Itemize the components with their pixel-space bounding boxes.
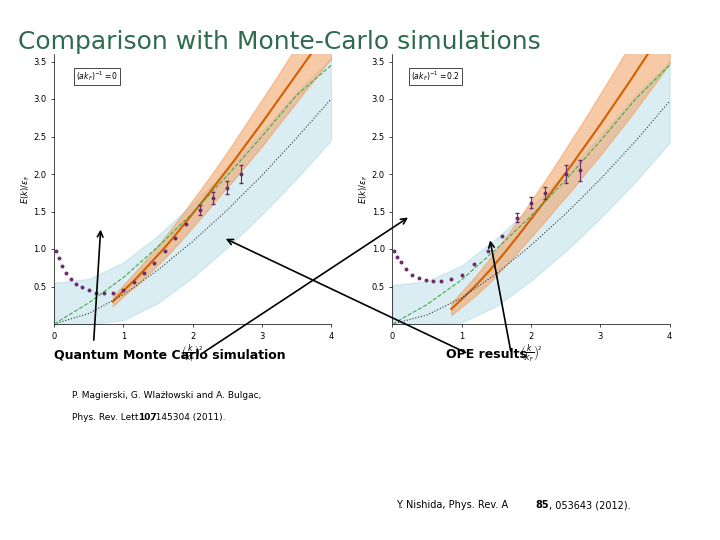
Text: Quantum Monte Carlo simulation: Quantum Monte Carlo simulation [54, 348, 286, 361]
Point [469, 260, 480, 268]
Point [496, 231, 508, 240]
Point [53, 254, 65, 262]
Text: Phys. Rev. Lett.: Phys. Rev. Lett. [72, 413, 144, 422]
Point [107, 288, 119, 297]
Point [83, 286, 94, 295]
Point [574, 166, 585, 174]
Text: 85: 85 [536, 500, 549, 510]
Point [149, 258, 161, 267]
Point [427, 277, 438, 286]
Point [406, 270, 418, 279]
Point [90, 288, 102, 297]
Point [169, 233, 181, 242]
Point [76, 283, 88, 292]
Point [395, 258, 407, 266]
Point [180, 220, 192, 228]
Point [526, 198, 537, 207]
Point [222, 183, 233, 192]
Point [207, 194, 219, 202]
Point [435, 277, 446, 286]
Text: $(ak_F)^{-1}=0$: $(ak_F)^{-1}=0$ [76, 70, 118, 84]
Text: $(ak_F)^{-1}=0.2$: $(ak_F)^{-1}=0.2$ [411, 70, 460, 84]
Point [128, 278, 140, 286]
Y-axis label: $E(k)/\varepsilon_{\rm F}$: $E(k)/\varepsilon_{\rm F}$ [19, 174, 32, 204]
Point [159, 246, 171, 255]
Point [194, 206, 205, 214]
Point [71, 279, 82, 288]
Text: P. Magierski, G. Wlażłowski and A. Bulgac,: P. Magierski, G. Wlażłowski and A. Bulga… [72, 392, 261, 401]
Point [235, 170, 247, 178]
Text: , 145304 (2011).: , 145304 (2011). [150, 413, 225, 422]
Point [392, 252, 403, 261]
Y-axis label: $E(k)/\varepsilon_{\rm F}$: $E(k)/\varepsilon_{\rm F}$ [358, 174, 370, 204]
Point [50, 247, 62, 255]
X-axis label: $\left(\dfrac{k}{k_{\rm F}}\right)^{\!2}$: $\left(\dfrac{k}{k_{\rm F}}\right)^{\!2}… [181, 342, 204, 364]
Point [456, 270, 467, 279]
Point [482, 246, 494, 255]
Point [511, 213, 523, 222]
Point [420, 275, 431, 284]
Point [98, 289, 109, 298]
Point [66, 275, 77, 284]
Point [389, 247, 400, 255]
Point [400, 265, 412, 274]
Text: , 053643 (2012).: , 053643 (2012). [549, 500, 630, 510]
Point [560, 170, 572, 178]
Point [60, 269, 72, 278]
Point [413, 273, 425, 282]
Text: 107: 107 [138, 413, 157, 422]
X-axis label: $\left(\dfrac{k}{k_{\rm F}}\right)^{\!2}$: $\left(\dfrac{k}{k_{\rm F}}\right)^{\!2}… [520, 342, 542, 364]
Point [445, 275, 456, 284]
Point [138, 269, 150, 278]
Point [539, 188, 551, 197]
Text: Comparison with Monte-Carlo simulations: Comparison with Monte-Carlo simulations [18, 30, 541, 53]
Text: OPE results: OPE results [446, 348, 527, 361]
Text: Y. Nishida, Phys. Rev. A: Y. Nishida, Phys. Rev. A [396, 500, 511, 510]
Point [117, 285, 129, 294]
Point [57, 261, 68, 270]
